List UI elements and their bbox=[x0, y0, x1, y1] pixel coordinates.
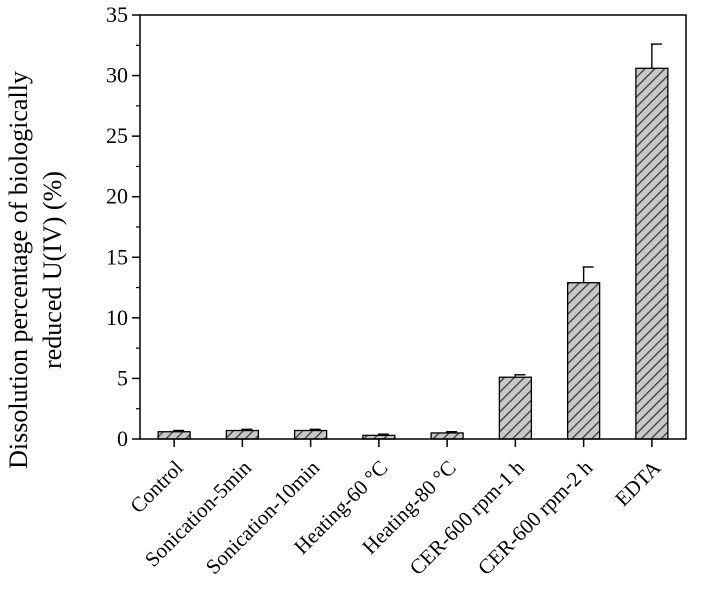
bar-1 bbox=[225, 429, 260, 440]
category-label-2: Sonication-10min bbox=[201, 455, 325, 579]
plot-frame bbox=[139, 14, 687, 440]
category-label-0: Control bbox=[125, 455, 187, 517]
y-tick-label: 10 bbox=[106, 305, 128, 330]
y-tick-label: 30 bbox=[106, 63, 128, 88]
x-axis bbox=[173, 439, 653, 447]
category-label-5: CER-600 rpm-1 h bbox=[405, 455, 530, 580]
y-tick-label: 15 bbox=[106, 244, 128, 269]
y-axis-label: Dissolution percentage of biologically r… bbox=[4, 71, 67, 469]
bar-4 bbox=[430, 432, 464, 440]
category-label-6: CER-600 rpm-2 h bbox=[473, 455, 598, 580]
bars bbox=[157, 67, 669, 440]
y-axis-label-line-2: reduced U(IV) (%) bbox=[38, 171, 67, 369]
y-tick-label: 0 bbox=[117, 426, 128, 451]
category-labels: ControlSonication-5minSonication-10minHe… bbox=[125, 455, 666, 580]
y-axis-label-line-1: Dissolution percentage of biologically bbox=[4, 71, 33, 469]
y-tick-label: 20 bbox=[106, 184, 128, 209]
y-tick-label: 35 bbox=[106, 2, 128, 27]
y-tick-label: 5 bbox=[117, 365, 128, 390]
error-bars bbox=[173, 43, 662, 436]
bar-0 bbox=[157, 431, 191, 440]
bar-5 bbox=[498, 376, 533, 440]
bar-2 bbox=[293, 429, 328, 440]
bar-6 bbox=[566, 282, 601, 440]
y-axis: 0 5 10 15 20 25 30 35 bbox=[106, 2, 140, 451]
category-label-7: EDTA bbox=[610, 455, 666, 511]
y-tick-label: 25 bbox=[106, 123, 128, 148]
bar-7 bbox=[635, 67, 669, 440]
